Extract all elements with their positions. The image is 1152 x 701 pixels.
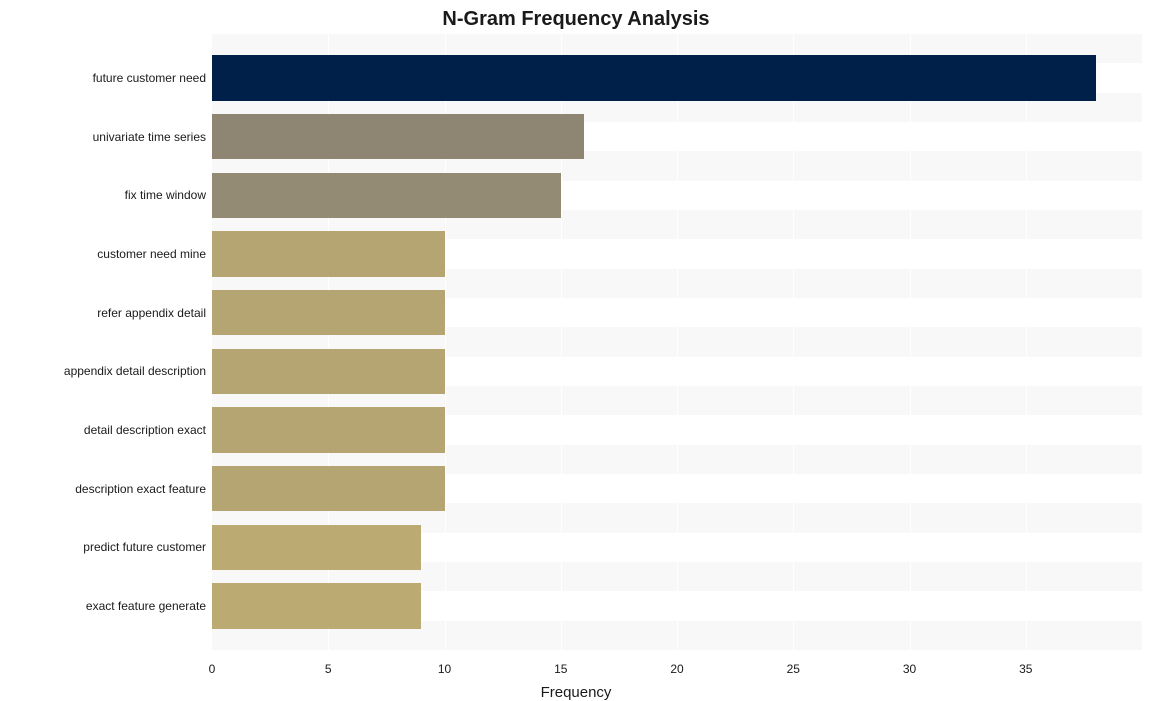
y-tick-label: exact feature generate — [0, 599, 206, 613]
bar — [212, 349, 445, 394]
x-tick-label: 20 — [670, 662, 683, 676]
chart-title: N-Gram Frequency Analysis — [0, 8, 1152, 31]
x-tick-label: 0 — [209, 662, 216, 676]
bar — [212, 114, 584, 159]
bar — [212, 407, 445, 452]
x-tick-label: 25 — [787, 662, 800, 676]
x-tick-label: 10 — [438, 662, 451, 676]
chart-container: N-Gram Frequency Analysis Frequency 0 5 10… — [0, 0, 1152, 701]
gridline — [677, 34, 678, 650]
bar — [212, 55, 1096, 100]
y-tick-label: customer need mine — [0, 247, 206, 261]
bar — [212, 173, 561, 218]
bar — [212, 290, 445, 335]
y-tick-label: refer appendix detail — [0, 306, 206, 320]
x-tick-label: 30 — [903, 662, 916, 676]
x-tick-label: 15 — [554, 662, 567, 676]
y-tick-label: univariate time series — [0, 130, 206, 144]
y-tick-label: appendix detail description — [0, 364, 206, 378]
bar — [212, 466, 445, 511]
gridline — [910, 34, 911, 650]
plot-area — [212, 34, 1142, 650]
bar — [212, 231, 445, 276]
x-tick-label: 5 — [325, 662, 332, 676]
y-tick-label: future customer need — [0, 71, 206, 85]
bar — [212, 583, 421, 628]
gridline — [793, 34, 794, 650]
y-tick-label: predict future customer — [0, 540, 206, 554]
x-axis-label: Frequency — [0, 684, 1152, 701]
y-tick-label: fix time window — [0, 188, 206, 202]
y-tick-label: description exact feature — [0, 482, 206, 496]
x-tick-label: 35 — [1019, 662, 1032, 676]
y-tick-label: detail description exact — [0, 423, 206, 437]
gridline — [1026, 34, 1027, 650]
bar — [212, 525, 421, 570]
